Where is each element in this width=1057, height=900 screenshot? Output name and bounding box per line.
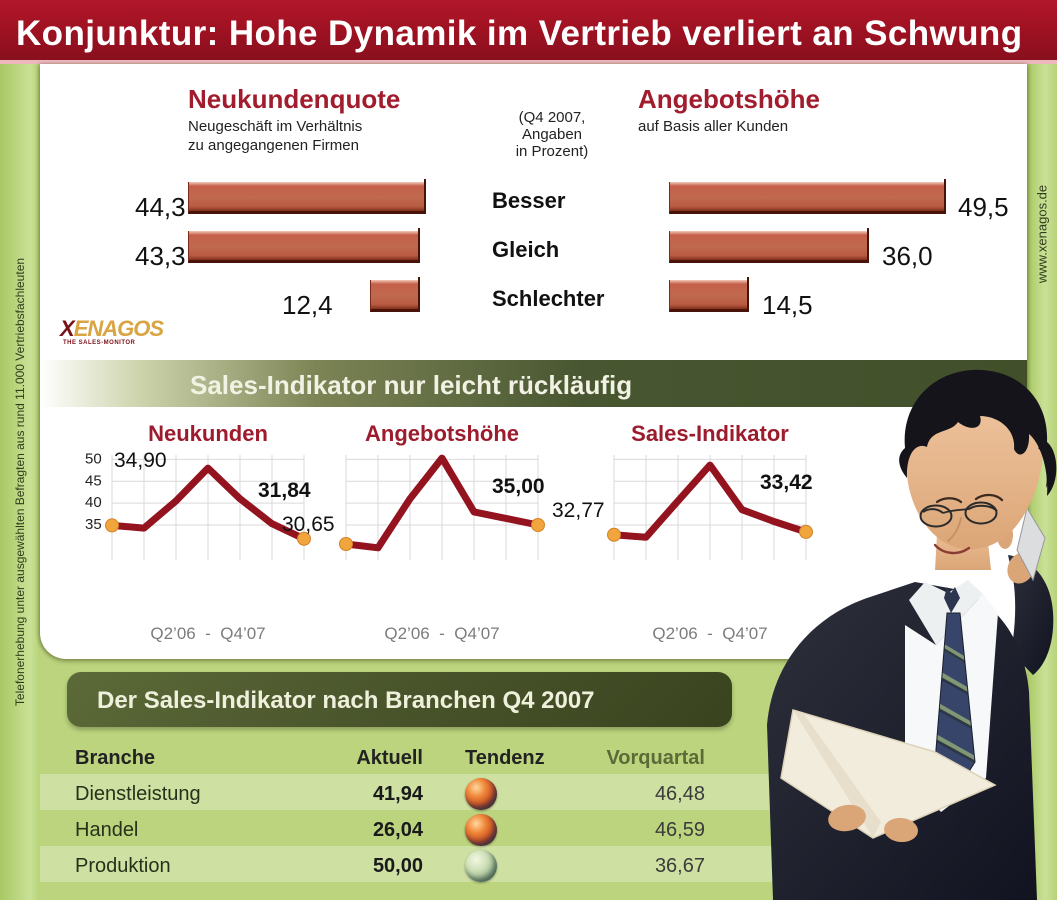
svg-text:50: 50 bbox=[85, 451, 102, 468]
svg-text:45: 45 bbox=[85, 472, 102, 489]
svg-text:35: 35 bbox=[85, 516, 102, 533]
svg-text:40: 40 bbox=[85, 494, 102, 511]
